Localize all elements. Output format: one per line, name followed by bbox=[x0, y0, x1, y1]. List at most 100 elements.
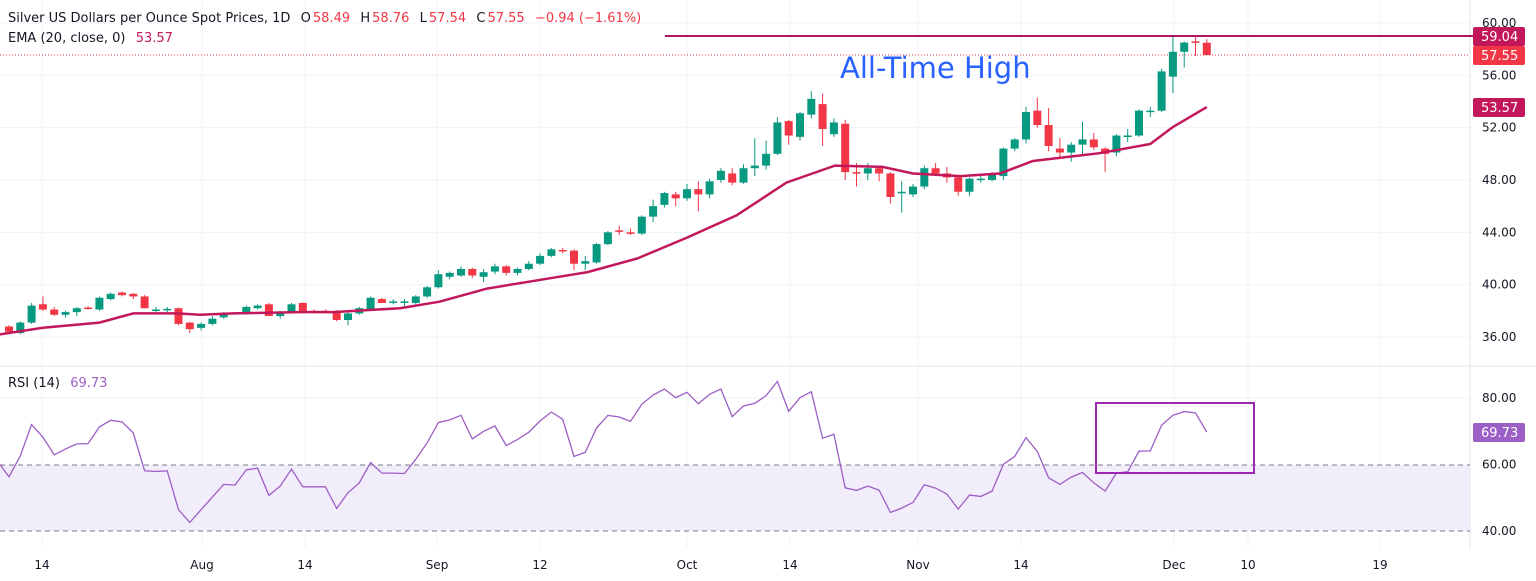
candle-body bbox=[1123, 135, 1132, 138]
time-axis[interactable]: 14 Aug 14 Sep 12 Oct 14 Nov 14 Dec 10 19 bbox=[34, 558, 1387, 572]
candle-up bbox=[1157, 68, 1166, 112]
candle-down bbox=[50, 306, 59, 317]
high-label: H bbox=[360, 11, 371, 26]
candle-down bbox=[84, 306, 93, 310]
candle-body bbox=[50, 309, 59, 315]
candle-down bbox=[1202, 39, 1211, 56]
candle-up bbox=[27, 302, 36, 324]
candle-body bbox=[863, 168, 872, 174]
candle-body bbox=[400, 301, 409, 303]
candle-body bbox=[716, 170, 725, 180]
candle-up bbox=[1146, 106, 1155, 118]
symbol-title[interactable]: Silver US Dollars per Ounce Spot Prices,… bbox=[8, 11, 291, 26]
candle-body bbox=[1202, 42, 1211, 56]
candle-up bbox=[1123, 128, 1132, 143]
low-label: L bbox=[419, 11, 427, 26]
candle-body bbox=[796, 113, 804, 137]
candle-body bbox=[276, 312, 285, 317]
price-tick-label: 52.00 bbox=[1482, 121, 1516, 135]
candle-body bbox=[1055, 148, 1064, 153]
candle-body bbox=[829, 122, 838, 135]
time-tick-label: Oct bbox=[677, 558, 698, 572]
candle-up bbox=[344, 312, 352, 326]
candle-down bbox=[140, 295, 149, 309]
candle-down bbox=[1089, 132, 1098, 150]
change-value: −0.94 (−1.61%) bbox=[534, 11, 642, 26]
candle-body bbox=[683, 189, 691, 199]
candle-body bbox=[253, 305, 262, 309]
ema-legend[interactable]: EMA (20, close, 0) 53.57 bbox=[8, 31, 175, 46]
candle-body bbox=[965, 178, 974, 192]
candle-body bbox=[377, 299, 386, 303]
price-tag-ath: 59.04 bbox=[1473, 27, 1525, 46]
candle-body bbox=[1022, 111, 1030, 140]
candle-body bbox=[637, 216, 646, 234]
price-axis[interactable]: 60.00 56.00 52.00 48.00 44.00 40.00 36.00 80.00… bbox=[1482, 16, 1516, 538]
candle-down bbox=[875, 165, 884, 182]
candle-body bbox=[728, 173, 737, 183]
candle-down bbox=[264, 302, 273, 317]
candle-up bbox=[829, 118, 838, 137]
candle-body bbox=[626, 232, 635, 234]
candle-body bbox=[909, 186, 917, 195]
rsi-tick-label: 40.00 bbox=[1482, 524, 1516, 538]
candle-body bbox=[558, 249, 567, 252]
rsi-legend-value: 69.73 bbox=[70, 376, 108, 391]
candle-up bbox=[389, 299, 398, 305]
candle-up bbox=[965, 177, 974, 196]
candle-up bbox=[920, 165, 929, 190]
candle-down bbox=[931, 162, 940, 175]
candle-up bbox=[151, 306, 160, 313]
candle-body bbox=[513, 268, 522, 273]
candle-up bbox=[1022, 106, 1030, 144]
price-legend: Silver US Dollars per Ounce Spot Prices,… bbox=[8, 11, 643, 26]
candle-body bbox=[807, 98, 816, 115]
candle-body bbox=[1168, 51, 1177, 77]
candle-up bbox=[705, 178, 714, 199]
candle-body bbox=[344, 313, 352, 320]
candle-body bbox=[694, 189, 703, 195]
candle-up bbox=[536, 253, 545, 266]
candle-up bbox=[197, 322, 206, 331]
candle-body bbox=[140, 296, 149, 309]
candle-body bbox=[5, 326, 13, 332]
ema-line bbox=[0, 106, 1208, 336]
candle-up bbox=[581, 255, 590, 271]
price-tag-ema: 53.57 bbox=[1473, 98, 1525, 117]
candle-up bbox=[163, 306, 172, 313]
candle-down bbox=[118, 291, 126, 297]
candle-up bbox=[106, 292, 115, 301]
candle-body bbox=[129, 293, 138, 297]
candle-down bbox=[129, 293, 138, 300]
candle-body bbox=[739, 168, 748, 183]
svg-text:57.55: 57.55 bbox=[1481, 49, 1518, 64]
candle-body bbox=[185, 322, 194, 330]
candle-body bbox=[705, 181, 714, 195]
candle-up bbox=[773, 117, 782, 156]
candle-body bbox=[1180, 42, 1189, 52]
candle-up bbox=[1180, 41, 1189, 68]
candle-body bbox=[468, 268, 477, 276]
candle-up bbox=[603, 231, 612, 246]
candle-down bbox=[818, 93, 827, 146]
candle-body bbox=[366, 297, 375, 310]
candle-body bbox=[649, 206, 658, 217]
rsi-line bbox=[0, 380, 1208, 524]
candle-body bbox=[1078, 139, 1087, 145]
candle-body bbox=[174, 308, 183, 324]
candle-down bbox=[558, 248, 567, 254]
candle-body bbox=[61, 312, 70, 315]
candle-down bbox=[298, 302, 307, 313]
rsi-legend[interactable]: RSI (14) 69.73 bbox=[8, 376, 109, 391]
candle-body bbox=[603, 232, 612, 245]
candle-down bbox=[468, 267, 477, 279]
candle-up bbox=[95, 296, 104, 311]
price-tick-label: 40.00 bbox=[1482, 278, 1516, 292]
candle-body bbox=[287, 304, 296, 313]
price-tick-label: 48.00 bbox=[1482, 173, 1516, 187]
candle-down bbox=[1044, 108, 1053, 152]
candle-down bbox=[615, 225, 624, 235]
candle-body bbox=[16, 322, 25, 334]
candle-body bbox=[920, 168, 929, 187]
